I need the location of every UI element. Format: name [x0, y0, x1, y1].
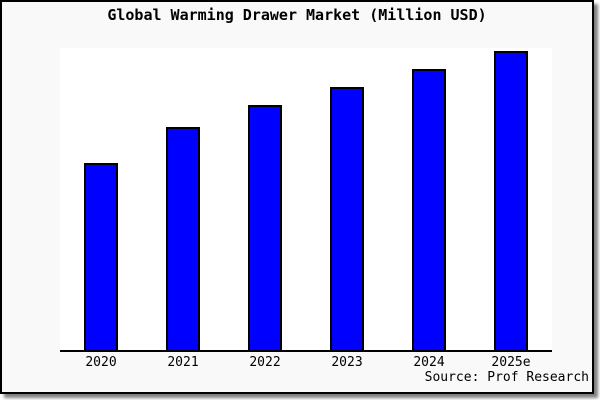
plot-area: [60, 48, 552, 352]
x-tick-label: 2021: [167, 355, 199, 370]
x-tick-label: 2022: [249, 355, 281, 370]
chart-title: Global Warming Drawer Market (Million US…: [107, 6, 487, 24]
x-axis-labels: 2020 2021 2022 2023 2024 2025e: [60, 355, 552, 371]
bar-2024: [412, 69, 446, 350]
bar-2025e: [494, 51, 528, 350]
x-tick-label: 2020: [85, 355, 117, 370]
chart-frame: Global Warming Drawer Market (Million US…: [0, 0, 594, 394]
x-tick-label: 2025e: [491, 355, 531, 370]
x-tick-label: 2024: [413, 355, 445, 370]
bar-2020: [84, 163, 118, 350]
x-tick-label: 2023: [331, 355, 363, 370]
source-attribution: Source: Prof Research: [424, 370, 589, 385]
bar-2022: [248, 105, 282, 350]
bar-2021: [166, 127, 200, 350]
bar-2023: [330, 87, 364, 350]
